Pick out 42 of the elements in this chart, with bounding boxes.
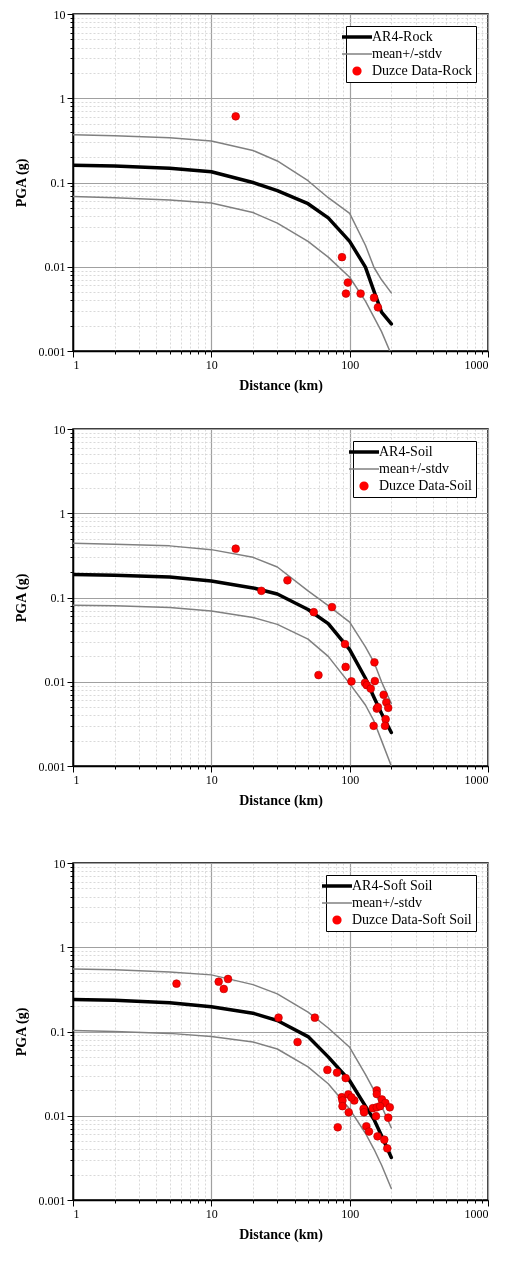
y-tick-label: 0.1 xyxy=(50,176,66,190)
x-axis-title: Distance (km) xyxy=(239,377,324,394)
x-tick-label: 100 xyxy=(341,1206,360,1221)
x-tick-label: 1000 xyxy=(464,357,489,372)
x-tick-label: 1000 xyxy=(464,1206,489,1221)
y-tick-label: 10 xyxy=(53,422,66,437)
x-tick-label: 1 xyxy=(73,772,80,787)
x-tick-label: 100 xyxy=(341,772,360,787)
legend-label: Duzce Data-Soft Soil xyxy=(352,912,472,927)
y-tick-label: 1 xyxy=(59,91,66,106)
y-tick-label: 10 xyxy=(53,856,66,871)
legend-label: Duzce Data-Soil xyxy=(379,478,473,493)
y-tick-label: 1 xyxy=(59,506,66,521)
legend-label: AR4-Soil xyxy=(379,444,433,459)
x-tick-label: 1 xyxy=(73,357,80,372)
legend-label: AR4-Rock xyxy=(372,29,433,44)
x-tick-label: 1000 xyxy=(464,772,489,787)
x-axis-title: Distance (km) xyxy=(239,1226,324,1243)
x-tick-label: 10 xyxy=(205,1206,218,1221)
legend-label: mean+/-stdv xyxy=(352,895,423,910)
x-tick-label: 10 xyxy=(205,357,218,372)
x-axis-title: Distance (km) xyxy=(239,792,324,809)
x-tick-label: 10 xyxy=(205,772,218,787)
y-tick-label: 0.001 xyxy=(38,759,66,774)
x-tick-label: 100 xyxy=(341,357,360,372)
y-tick-label: 0.001 xyxy=(38,1193,66,1208)
legend-label: Duzce Data-Rock xyxy=(372,63,472,78)
legend-label: AR4-Soft Soil xyxy=(352,878,433,893)
y-tick-label: 0.01 xyxy=(44,260,66,275)
y-tick-label: 1 xyxy=(59,940,66,955)
y-tick-label: 0.001 xyxy=(38,344,66,359)
y-tick-label: 0.1 xyxy=(50,1025,66,1039)
y-tick-label: 0.01 xyxy=(44,675,66,690)
y-axis-title: PGA (g) xyxy=(13,158,30,208)
legend-label: mean+/-stdv xyxy=(379,461,450,476)
y-tick-label: 0.01 xyxy=(44,1109,66,1124)
y-tick-label: 10 xyxy=(53,7,66,22)
y-tick-label: 0.1 xyxy=(50,591,66,605)
x-tick-label: 1 xyxy=(73,1206,80,1221)
y-axis-title: PGA (g) xyxy=(13,573,30,623)
y-axis-title: PGA (g) xyxy=(13,1007,30,1057)
legend-label: mean+/-stdv xyxy=(372,46,443,61)
